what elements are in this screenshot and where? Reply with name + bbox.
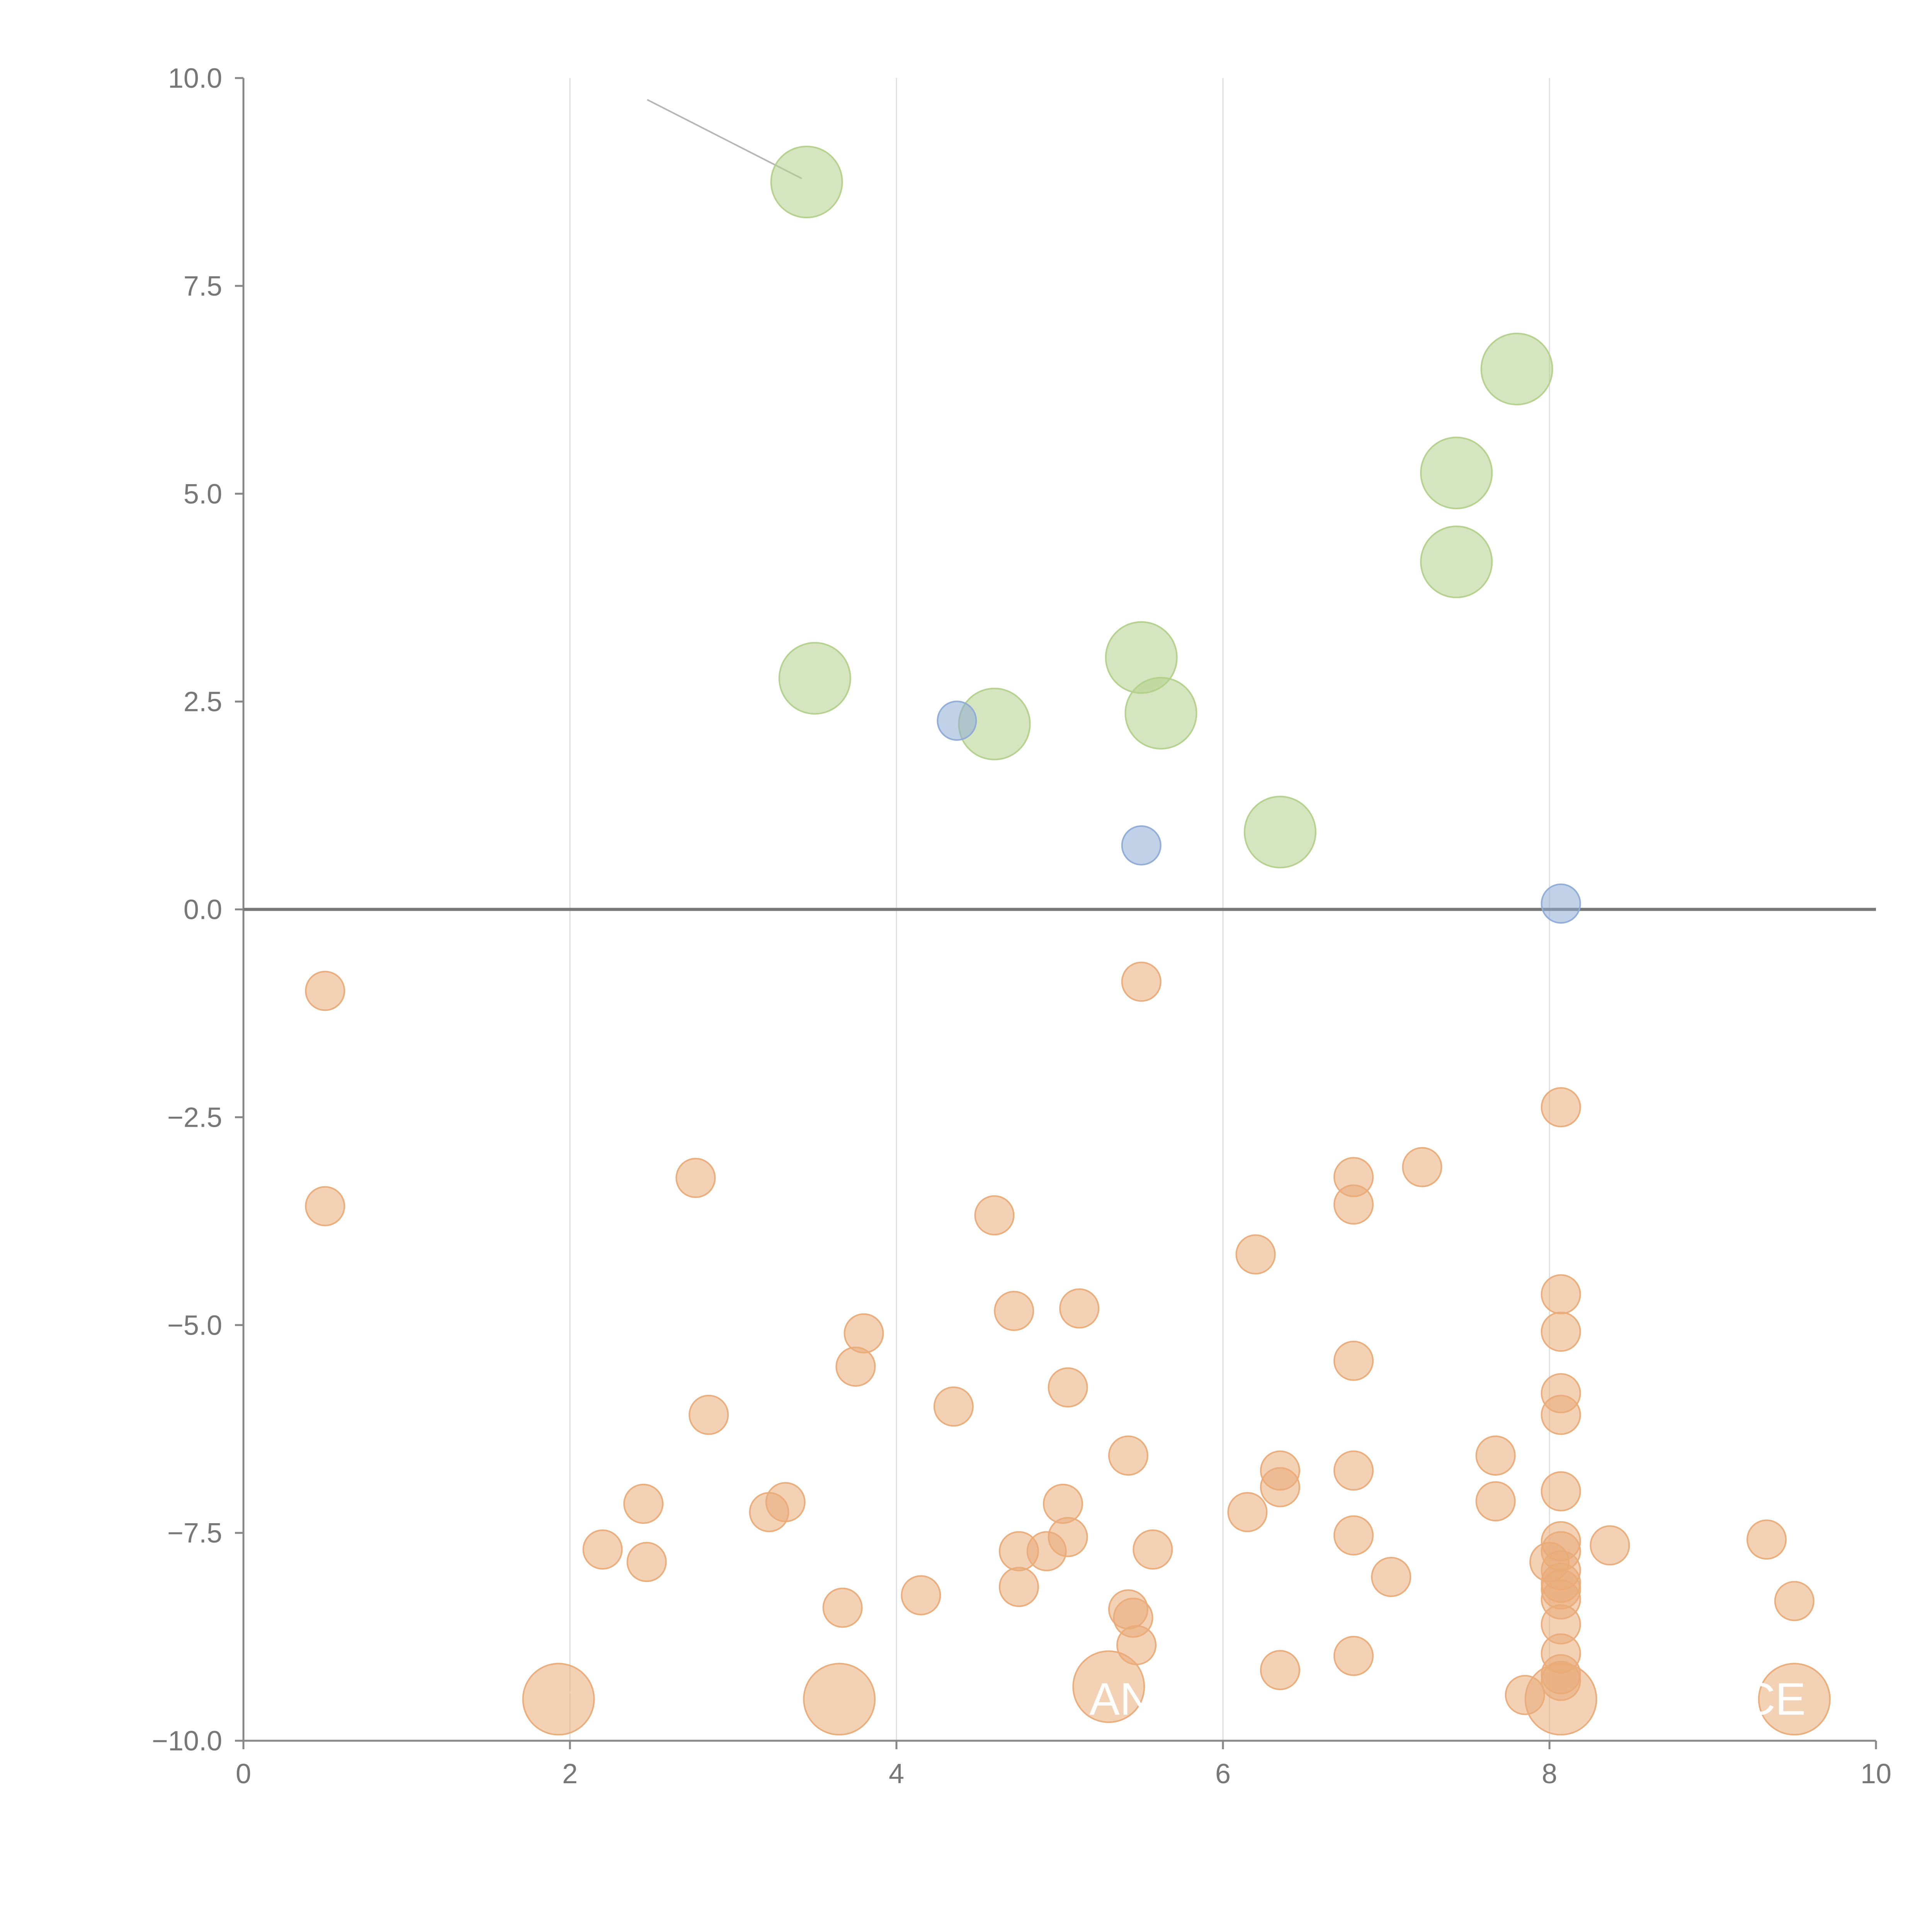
data-point-orange: [1121, 961, 1162, 1002]
data-point-blue: [937, 701, 977, 741]
data-point-orange: [582, 1529, 623, 1570]
data-point-orange-large: [522, 1663, 595, 1736]
data-point-orange: [1590, 1525, 1630, 1566]
y-tick-label: 2.5: [184, 687, 222, 718]
point-layer: [305, 145, 1831, 1736]
data-point-orange: [1108, 1435, 1148, 1476]
data-point-orange: [1333, 1184, 1374, 1225]
data-point-blue: [1541, 883, 1581, 924]
x-tick-label: 4: [889, 1759, 904, 1789]
data-point-orange: [1475, 1435, 1516, 1476]
data-point-green: [1480, 333, 1553, 406]
data-point-orange-large: [803, 1663, 876, 1736]
data-point-orange: [1541, 1471, 1581, 1512]
data-point-green: [1420, 526, 1493, 599]
data-point-orange: [1746, 1519, 1787, 1560]
data-point-orange: [626, 1542, 667, 1582]
data-point-orange: [933, 1386, 974, 1427]
data-point-orange: [1774, 1581, 1815, 1621]
data-point-orange: [749, 1492, 789, 1532]
y-tick-label: 0.0: [184, 895, 222, 925]
data-point-orange: [623, 1483, 664, 1524]
data-point-orange: [1026, 1531, 1067, 1571]
data-point-orange: [1227, 1492, 1268, 1532]
data-point-orange: [1541, 1311, 1581, 1352]
data-point-orange: [1541, 1087, 1581, 1128]
data-point-green: [1243, 796, 1316, 869]
data-point-green: [1420, 436, 1493, 509]
data-point-orange: [305, 971, 345, 1011]
axis-layer: 0 2 4 6 8 10 10.0 7.5 5.0 2.5 0.0 −2.5 −5.0 −7.5 −10.0: [152, 63, 1891, 1789]
data-point-orange-large: [1524, 1663, 1597, 1736]
data-point-orange: [1371, 1557, 1412, 1597]
x-tick-label: 2: [562, 1759, 578, 1789]
y-tick-label: −5.0: [167, 1310, 222, 1341]
data-point-green: [1124, 677, 1197, 750]
annotation-layer: AN CE: [1089, 1673, 1806, 1725]
data-point-orange: [974, 1195, 1015, 1236]
data-point-orange: [1043, 1483, 1083, 1524]
data-point-orange: [835, 1346, 876, 1387]
data-point-orange: [998, 1566, 1039, 1607]
y-tick-label: 10.0: [168, 63, 222, 94]
data-point-orange: [675, 1158, 716, 1198]
point-annotation: AN: [1089, 1673, 1153, 1725]
y-tick-label: −2.5: [167, 1102, 222, 1133]
data-point-orange: [305, 1186, 345, 1226]
x-tick-label: 8: [1542, 1759, 1557, 1789]
data-point-orange: [822, 1587, 863, 1628]
data-point-orange: [1333, 1636, 1374, 1676]
data-point-green: [778, 642, 851, 715]
y-tick-label: 7.5: [184, 271, 222, 302]
x-tick-label: 6: [1215, 1759, 1231, 1789]
data-point-orange: [1333, 1515, 1374, 1556]
data-point-blue: [1121, 825, 1162, 866]
x-tick-label: 0: [236, 1759, 251, 1789]
data-point-orange: [1260, 1467, 1300, 1507]
data-point-orange: [1059, 1288, 1100, 1329]
data-point-orange: [1133, 1529, 1173, 1570]
data-point-orange-large: [1758, 1663, 1831, 1736]
data-point-orange: [1048, 1367, 1088, 1408]
data-point-orange-large: [1072, 1650, 1145, 1723]
data-point-orange: [1333, 1340, 1374, 1381]
data-point-orange: [1541, 1274, 1581, 1315]
data-point-orange: [1260, 1650, 1300, 1690]
y-tick-label: 5.0: [184, 479, 222, 510]
data-point-orange: [901, 1575, 941, 1616]
data-point-orange: [844, 1313, 884, 1354]
data-point-orange: [1541, 1395, 1581, 1435]
data-point-orange: [994, 1291, 1034, 1331]
point-annotation: CE: [1742, 1673, 1806, 1725]
y-tick-label: −10.0: [152, 1726, 222, 1757]
data-point-orange: [689, 1395, 729, 1435]
data-point-orange: [1475, 1481, 1516, 1522]
data-point-orange: [1235, 1234, 1276, 1275]
data-point-green: [770, 145, 843, 218]
x-tick-label: 10: [1861, 1759, 1891, 1789]
data-point-orange: [1402, 1147, 1442, 1187]
data-point-orange: [1333, 1450, 1374, 1491]
y-tick-label: −7.5: [167, 1518, 222, 1549]
leader-layer: [561, 99, 1822, 1696]
